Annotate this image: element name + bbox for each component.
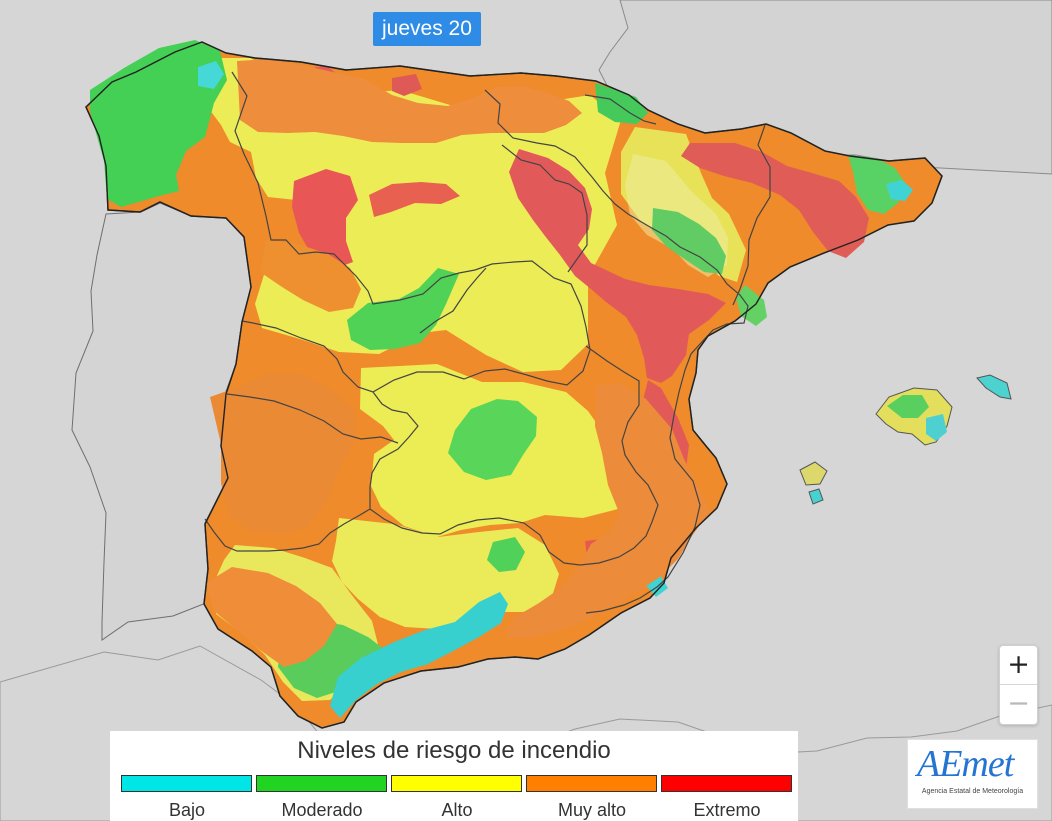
legend-label-alto: Alto <box>441 800 473 820</box>
legend-label-extremo: Extremo <box>693 800 761 820</box>
muy-alto-northwest <box>237 59 582 143</box>
bajo-malaga-coast <box>330 592 508 718</box>
zoom-out-button[interactable]: − <box>1007 688 1030 719</box>
moderado-jaen <box>487 537 525 572</box>
alto-zone-north <box>171 58 621 372</box>
legend-swatch-bajo <box>121 775 252 792</box>
menorca-outline <box>976 374 1012 400</box>
bajo-cataluna-spot <box>886 180 913 201</box>
moderado-aragon <box>652 208 726 274</box>
muy-alto-west <box>210 373 355 533</box>
legend-swatch-muy-alto <box>526 775 657 792</box>
moderado-catalonia <box>848 155 907 214</box>
aemet-logo: AEmet Agencia Estatal de Meteorología <box>907 739 1038 809</box>
legend-swatch-extremo <box>661 775 792 792</box>
legend-label-moderado: Moderado <box>281 800 363 820</box>
zoom-in-button[interactable]: + <box>1000 646 1037 685</box>
legend-panel: Niveles de riesgo de incendio Bajo Moder… <box>110 731 798 821</box>
moderado-valencia-coast <box>736 285 767 326</box>
aemet-subtitle: Agencia Estatal de Meteorología <box>921 788 1024 795</box>
aemet-wordmark-text: AEmet <box>917 743 1014 785</box>
extremo-north-east <box>392 74 422 96</box>
moderado-center <box>448 399 537 480</box>
bajo-galicia-spot <box>198 61 224 89</box>
legend-label-muy-alto: Muy alto <box>557 800 627 820</box>
moderado-castilla-strip <box>347 268 459 350</box>
legend-color-row <box>121 775 795 793</box>
extremo-castilla-leon <box>292 169 358 269</box>
legend-swatch-moderado <box>256 775 387 792</box>
aemet-wordmark: AEmet <box>917 742 1014 786</box>
regional-borders <box>204 71 771 614</box>
muy-alto-east-south <box>506 383 710 638</box>
muy-alto-leon <box>260 240 361 312</box>
legend-label-bajo: Bajo <box>168 800 206 820</box>
ibiza-outline <box>799 461 828 486</box>
extremo-catalonia <box>681 143 869 258</box>
day-label[interactable]: jueves 20 <box>373 12 481 46</box>
legend-swatch-alto <box>391 775 522 792</box>
zoom-controls: + − <box>999 645 1038 725</box>
extremo-castilla-center <box>369 182 460 217</box>
mallorca-green <box>887 395 929 418</box>
formentera-outline <box>808 488 824 505</box>
legend-title: Niveles de riesgo de incendio <box>297 737 611 764</box>
mallorca-cyan <box>926 414 947 441</box>
muy-alto-south <box>206 567 337 667</box>
extremo-aragon-line <box>509 149 726 383</box>
moderado-galicia <box>90 40 227 207</box>
spain-coastline <box>85 41 943 729</box>
moderado-cantabria <box>595 83 648 124</box>
